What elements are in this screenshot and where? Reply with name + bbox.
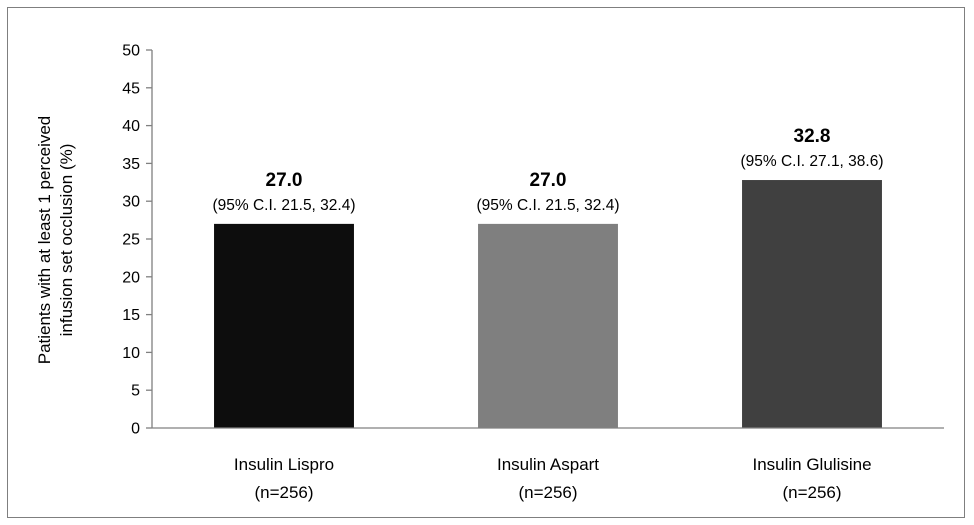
y-tick-label: 20 bbox=[122, 269, 140, 286]
ci-label: (95% C.I. 21.5, 32.4) bbox=[212, 197, 355, 214]
y-axis-label-line-2: infusion set occlusion (%) bbox=[57, 144, 76, 337]
y-tick-label: 50 bbox=[122, 43, 140, 60]
y-tick-label: 15 bbox=[122, 307, 140, 324]
y-axis-label: Patients with at least 1 perceived infus… bbox=[35, 116, 76, 365]
y-tick-label: 40 bbox=[122, 118, 140, 135]
ci-label: (95% C.I. 27.1, 38.6) bbox=[740, 153, 883, 170]
bar bbox=[478, 223, 618, 428]
bar bbox=[214, 223, 354, 428]
y-tick-label: 25 bbox=[122, 232, 140, 249]
y-tick-label: 30 bbox=[122, 194, 140, 211]
x-category-n-label: (n=256) bbox=[254, 483, 313, 502]
x-category-n-label: (n=256) bbox=[518, 483, 577, 502]
y-tick-label: 35 bbox=[122, 156, 140, 173]
x-category-label: Insulin Lispro bbox=[234, 455, 334, 474]
y-tick-label: 10 bbox=[122, 345, 140, 362]
y-axis: 0 5 10 15 20 25 30 35 40 45 50 bbox=[122, 43, 153, 438]
y-tick-label: 5 bbox=[131, 383, 140, 400]
y-tick-label: 0 bbox=[131, 421, 140, 438]
y-tick-label: 45 bbox=[122, 80, 140, 97]
x-category-n-label: (n=256) bbox=[782, 483, 841, 502]
data-label: 27.0 bbox=[530, 170, 567, 191]
bars: (95% C.I. 21.5, 32.4) 27.0 (95% C.I. 21.5,… bbox=[212, 126, 884, 428]
x-axis: Insulin Lispro (n=256) Insulin Aspart (n=25… bbox=[152, 427, 944, 502]
x-category-label: Insulin Aspart bbox=[497, 455, 599, 474]
bar bbox=[742, 180, 882, 428]
y-axis-label-line-1: Patients with at least 1 perceived bbox=[35, 116, 54, 365]
data-label: 32.8 bbox=[794, 126, 831, 147]
ci-label: (95% C.I. 21.5, 32.4) bbox=[476, 197, 619, 214]
data-label: 27.0 bbox=[266, 170, 303, 191]
x-category-label: Insulin Glulisine bbox=[752, 455, 871, 474]
